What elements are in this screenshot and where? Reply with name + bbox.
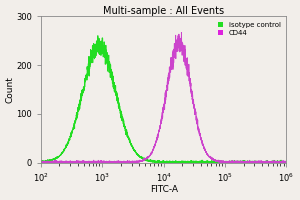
Y-axis label: Count: Count xyxy=(6,76,15,103)
X-axis label: FITC-A: FITC-A xyxy=(150,185,178,194)
Title: Multi-sample : All Events: Multi-sample : All Events xyxy=(103,6,224,16)
Legend: isotype control, CD44: isotype control, CD44 xyxy=(216,20,283,38)
